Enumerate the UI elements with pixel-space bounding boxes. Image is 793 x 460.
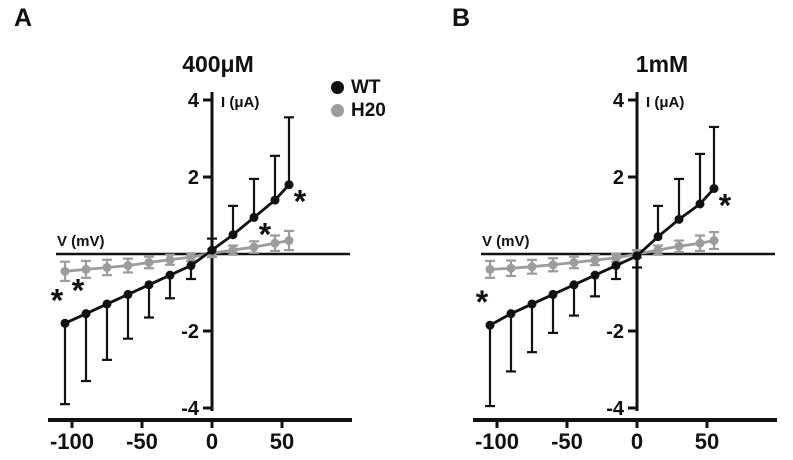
legend-item-h20: H20: [331, 99, 386, 122]
data-point-h20: [569, 257, 579, 267]
data-point-wt: [228, 230, 238, 240]
series-line-wt: [489, 187, 716, 327]
data-point-wt: [284, 180, 294, 190]
data-point-h20: [228, 245, 238, 255]
data-point-h20: [81, 264, 91, 274]
data-point-h20: [165, 255, 175, 265]
series-h20: [485, 230, 719, 279]
data-point-h20: [270, 238, 280, 248]
x-tick-label: -50: [126, 429, 158, 454]
data-point-wt: [527, 299, 537, 309]
h20-dot-icon: [331, 104, 344, 117]
series-wt: [60, 116, 294, 406]
data-point-h20: [590, 255, 600, 265]
significance-asterisk: *: [72, 273, 85, 309]
y-axis-label: I (μA): [221, 94, 259, 111]
significance-asterisk: *: [259, 216, 272, 252]
y-tick-label: -4: [606, 398, 625, 420]
wt-dot-icon: [331, 81, 344, 94]
data-point-wt: [123, 289, 133, 299]
data-point-wt: [60, 318, 70, 328]
data-point-h20: [485, 264, 495, 274]
legend-item-wt: WT: [331, 76, 386, 99]
chart-title: 400μM: [182, 51, 254, 77]
y-tick-label: 4: [613, 90, 625, 112]
data-point-wt: [144, 280, 154, 290]
y-tick-label: -2: [181, 321, 199, 343]
x-tick-label: 0: [206, 429, 218, 454]
data-point-h20: [60, 266, 70, 276]
data-point-wt: [270, 195, 280, 205]
significance-asterisk: *: [294, 184, 307, 220]
y-tick-label: 2: [188, 167, 199, 189]
data-point-wt: [506, 309, 516, 319]
significance-asterisk: *: [476, 284, 489, 320]
y-tick-label: -4: [181, 398, 200, 420]
legend-label-wt: WT: [351, 77, 381, 98]
data-point-wt: [611, 261, 621, 271]
data-point-wt: [102, 299, 112, 309]
data-point-h20: [527, 262, 537, 272]
y-tick-label: -2: [606, 321, 624, 343]
data-point-wt: [249, 212, 259, 222]
data-point-h20: [102, 262, 112, 272]
data-point-h20: [123, 261, 133, 271]
x-tick-label: 50: [270, 429, 294, 454]
data-point-wt: [653, 232, 663, 242]
significance-asterisk: *: [719, 188, 732, 224]
series-h20: [60, 229, 294, 283]
data-point-wt: [709, 184, 719, 194]
data-point-wt: [548, 289, 558, 299]
data-point-h20: [249, 242, 259, 252]
x-tick-label: -100: [50, 429, 94, 454]
data-point-h20: [186, 252, 196, 262]
data-point-h20: [709, 236, 719, 246]
data-point-wt: [590, 270, 600, 280]
data-point-h20: [548, 260, 558, 270]
data-point-wt: [632, 251, 642, 261]
y-tick-label: 2: [613, 167, 624, 189]
data-point-wt: [695, 199, 705, 209]
data-point-h20: [506, 263, 516, 273]
data-point-h20: [653, 245, 663, 255]
x-tick-label: -100: [475, 429, 519, 454]
data-point-wt: [485, 320, 495, 330]
data-point-h20: [611, 253, 621, 263]
series-wt: [485, 125, 719, 408]
data-point-h20: [144, 257, 154, 267]
x-axis-label: V (mV): [482, 233, 530, 250]
iv-chart-1mM: 1mM -100 -50 0 50 4 2 -2 -4 V (mV) I (μA) * *: [473, 51, 777, 454]
x-tick-label: 0: [631, 429, 643, 454]
y-axis-label: I (μA): [646, 94, 684, 111]
x-axis-label: V (mV): [57, 233, 105, 250]
data-point-wt: [186, 261, 196, 271]
legend: WT H20: [331, 76, 386, 122]
data-point-h20: [284, 236, 294, 246]
data-point-wt: [81, 309, 91, 319]
data-point-h20: [695, 238, 705, 248]
y-tick-label: 4: [188, 90, 200, 112]
data-point-wt: [207, 245, 217, 255]
data-point-h20: [674, 241, 684, 251]
panel-a-label: A: [14, 4, 34, 32]
data-point-wt: [165, 270, 175, 280]
chart-title: 1mM: [636, 51, 688, 77]
legend-label-h20: H20: [351, 100, 386, 121]
data-point-wt: [674, 214, 684, 224]
significance-asterisk: *: [51, 282, 64, 318]
x-tick-label: -50: [551, 429, 583, 454]
data-point-wt: [569, 280, 579, 290]
panel-b-label: B: [452, 4, 472, 32]
x-tick-label: 50: [695, 429, 719, 454]
